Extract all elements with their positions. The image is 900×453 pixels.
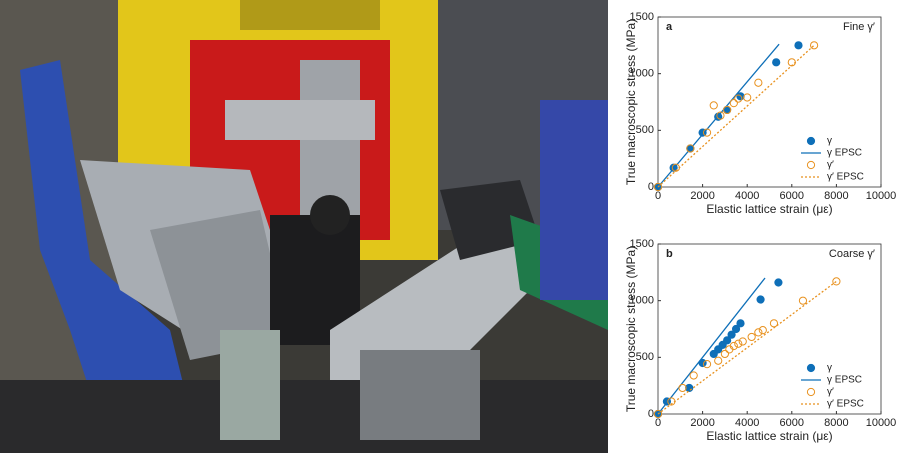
x-axis-label: Elastic lattice strain (με) xyxy=(706,202,832,216)
x-tick-label: 2000 xyxy=(690,190,714,202)
data-point xyxy=(773,59,780,66)
x-axis-label: Elastic lattice strain (με) xyxy=(706,429,832,443)
annotation: Fine γ′ xyxy=(843,21,875,33)
x-tick-label: 8000 xyxy=(824,417,848,429)
legend-label: γ′ xyxy=(827,387,834,398)
x-tick-label: 10000 xyxy=(866,417,897,429)
data-point xyxy=(775,279,782,286)
data-point xyxy=(686,384,693,391)
panel-label: a xyxy=(666,21,673,33)
x-tick-label: 0 xyxy=(655,190,661,202)
plot-area xyxy=(658,17,881,187)
x-tick-label: 6000 xyxy=(780,417,804,429)
data-point xyxy=(757,296,764,303)
y-axis-label: True macroscopic stress (MPa) xyxy=(624,19,638,185)
photograph xyxy=(0,0,608,453)
panel-label: b xyxy=(666,248,673,260)
legend-label: γ′ EPSC xyxy=(827,172,864,183)
legend-label: γ xyxy=(827,363,832,374)
x-tick-label: 6000 xyxy=(780,190,804,202)
x-tick-label: 2000 xyxy=(690,417,714,429)
y-tick-label: 500 xyxy=(636,124,654,136)
x-tick-label: 10000 xyxy=(866,190,897,202)
annotation: Coarse γ′ xyxy=(829,248,875,260)
legend-label: γ xyxy=(827,136,832,147)
legend-swatch xyxy=(807,137,814,144)
legend-label: γ′ EPSC xyxy=(827,399,864,410)
x-tick-label: 0 xyxy=(655,417,661,429)
data-point xyxy=(737,320,744,327)
data-point xyxy=(795,42,802,49)
legend-label: γ EPSC xyxy=(827,148,862,159)
legend-label: γ EPSC xyxy=(827,375,862,386)
figure: 0200040006000800010000050010001500Elasti… xyxy=(0,0,900,453)
x-tick-label: 4000 xyxy=(735,417,759,429)
y-axis-label: True macroscopic stress (MPa) xyxy=(624,246,638,412)
x-tick-label: 8000 xyxy=(824,190,848,202)
legend-swatch xyxy=(807,364,814,371)
legend-label: γ′ xyxy=(827,160,834,171)
y-tick-label: 0 xyxy=(648,181,654,193)
y-tick-label: 0 xyxy=(648,408,654,420)
y-tick-label: 500 xyxy=(636,351,654,363)
x-tick-label: 4000 xyxy=(735,190,759,202)
